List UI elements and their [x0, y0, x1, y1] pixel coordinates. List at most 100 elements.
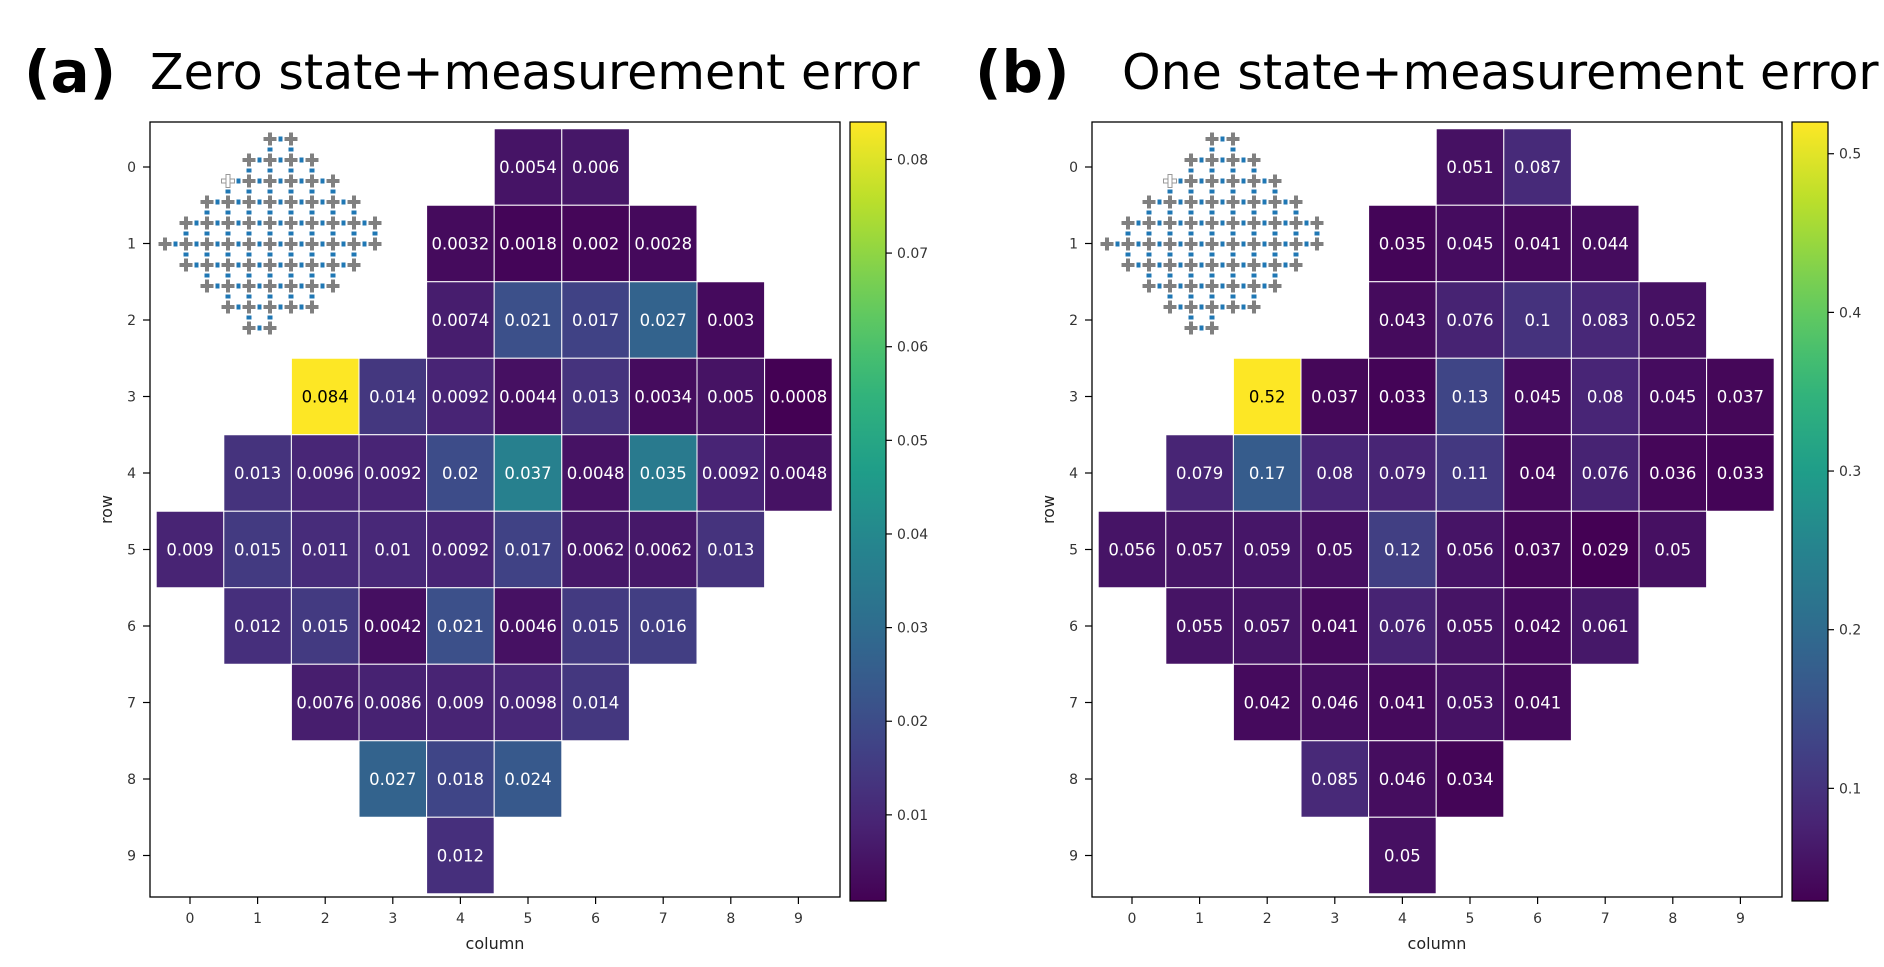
coupler-mark — [1272, 210, 1278, 215]
qubit-mark — [1273, 279, 1277, 293]
colorbar-tick-label: 0.4 — [1839, 305, 1861, 321]
coupler-mark — [257, 157, 262, 163]
coupler-mark — [309, 189, 315, 194]
coupler-mark — [1157, 283, 1162, 289]
colorbar-tick-label: 0.03 — [897, 621, 928, 637]
qubit-mark — [1168, 195, 1172, 209]
qubit-mark — [1189, 216, 1193, 230]
cell-value-label: 0.076 — [1379, 617, 1426, 636]
cell-value-label: 0.029 — [1582, 541, 1629, 560]
cell-value-label: 0.012 — [234, 617, 281, 636]
cell-value-label: 0.0018 — [499, 235, 557, 254]
heatmap-cell — [1368, 281, 1437, 359]
qubit-mark — [1252, 195, 1256, 209]
heatmap-cell — [493, 281, 563, 359]
cell-value-label: 0.043 — [1379, 311, 1426, 330]
coupler-mark — [1146, 252, 1152, 257]
x-tick-label: 2 — [1263, 911, 1272, 927]
qubit-mark — [1210, 279, 1214, 293]
x-tick-label: 8 — [1668, 911, 1677, 927]
y-tick-label: 9 — [1069, 849, 1078, 865]
x-tick-label: 0 — [1128, 911, 1137, 927]
qubit-mark — [268, 132, 272, 146]
qubit-mark — [1294, 216, 1298, 230]
qubit-mark — [1210, 195, 1214, 209]
coupler-mark — [320, 220, 325, 226]
cell-value-label: 0.02 — [442, 464, 479, 483]
qubit-mark — [331, 216, 335, 230]
coupler-mark — [1241, 262, 1246, 268]
y-tick-label: 2 — [1069, 313, 1078, 329]
cell-value-label: 0.037 — [504, 464, 551, 483]
coupler-mark — [1167, 273, 1173, 278]
coupler-mark — [1178, 178, 1183, 184]
qubit-mark — [1168, 300, 1172, 314]
heatmap-cell — [1570, 510, 1640, 589]
heatmap-cell — [1435, 128, 1505, 206]
coupler-mark — [330, 189, 336, 194]
heatmap-cell — [1503, 587, 1572, 665]
cell-value-label: 0.035 — [1379, 235, 1426, 254]
qubit-mark — [1315, 216, 1319, 230]
coupler-mark — [1209, 231, 1215, 236]
cell-value-label: 0.083 — [1582, 311, 1629, 330]
coupler-mark — [1157, 199, 1162, 205]
qubit-mark — [331, 279, 335, 293]
qubit-mark — [247, 300, 251, 314]
heatmap-cell — [1570, 434, 1640, 512]
coupler-mark — [267, 273, 273, 278]
coupler-mark — [1220, 220, 1225, 226]
cell-value-label: 0.079 — [1176, 464, 1223, 483]
heatmap-cell — [561, 128, 630, 206]
coupler-mark — [278, 178, 283, 184]
colorbar — [849, 121, 887, 902]
heatmap-cell — [1300, 510, 1370, 589]
cell-value-label: 0.056 — [1108, 541, 1155, 560]
cell-value-label: 0.021 — [504, 311, 551, 330]
x-axis-label: column — [1408, 934, 1467, 953]
coupler-mark — [1125, 231, 1131, 236]
qubit-mark — [1273, 195, 1277, 209]
coupler-mark — [183, 252, 189, 257]
panel-label: (b) — [975, 38, 1070, 106]
heatmap-cell — [764, 434, 833, 512]
coupler-mark — [288, 168, 294, 173]
qubit-mark — [1252, 174, 1256, 188]
qubit-mark — [247, 216, 251, 230]
coupler-mark — [1283, 199, 1288, 205]
coupler-mark — [288, 294, 294, 299]
coupler-mark — [257, 304, 262, 310]
coupler-mark — [278, 199, 283, 205]
coupler-mark — [1262, 199, 1267, 205]
heatmap-cell — [696, 510, 766, 589]
heatmap-cell — [1503, 128, 1572, 206]
qubit-mark — [205, 195, 209, 209]
cell-value-label: 0.035 — [640, 464, 687, 483]
heatmap-cell — [628, 510, 698, 589]
y-tick-label: 1 — [1069, 237, 1078, 253]
qubit-mark — [247, 153, 251, 167]
coupler-mark — [1199, 199, 1204, 205]
qubit-mark — [1231, 174, 1235, 188]
coupler-mark — [1283, 241, 1288, 247]
cell-value-label: 0.05 — [1316, 541, 1353, 560]
cell-value-label: 0.013 — [572, 388, 619, 407]
cell-value-label: 0.055 — [1176, 617, 1223, 636]
coupler-mark — [1188, 210, 1194, 215]
cell-value-label: 0.12 — [1384, 541, 1421, 560]
cell-value-label: 0.0098 — [499, 694, 557, 713]
cell-value-label: 0.085 — [1311, 770, 1358, 789]
cell-value-label: 0.076 — [1446, 311, 1493, 330]
heatmap-cell — [1706, 357, 1775, 436]
coupler-mark — [225, 294, 231, 299]
coupler-mark — [362, 241, 367, 247]
coupler-mark — [1178, 241, 1183, 247]
qubit-mark — [310, 153, 314, 167]
qubit-mark — [1210, 321, 1214, 335]
qubit-mark — [289, 132, 293, 146]
heatmap-cell — [628, 204, 698, 283]
qubit-mark — [1189, 153, 1193, 167]
cell-value-label: 0.055 — [1446, 617, 1493, 636]
coupler-mark — [309, 252, 315, 257]
